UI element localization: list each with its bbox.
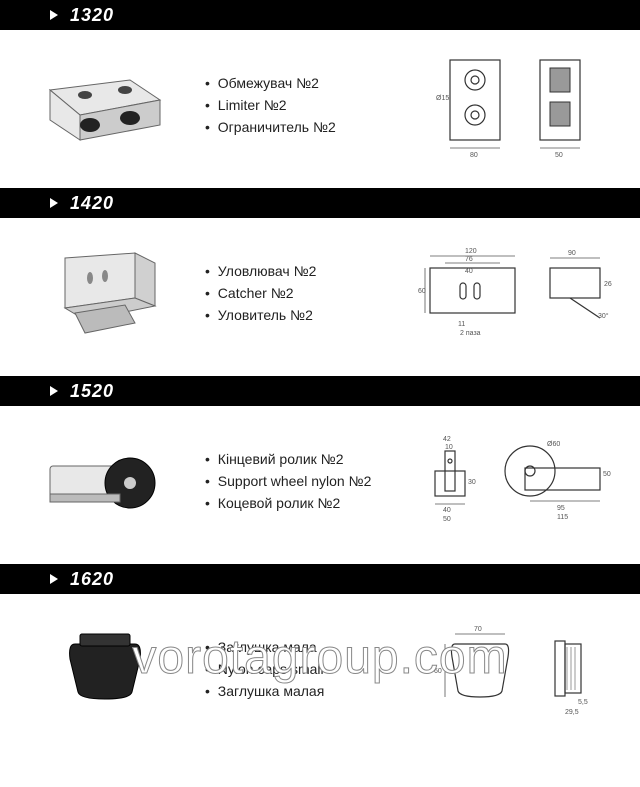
- product-image: [15, 609, 195, 729]
- section-1520: 1520 Кінцевий ролик №2 Support wheel nyl…: [0, 376, 640, 556]
- svg-text:10: 10: [445, 444, 453, 451]
- bullet: Catcher №2: [205, 285, 405, 301]
- svg-text:40: 40: [465, 268, 473, 275]
- bullet: Уловлювач №2: [205, 263, 405, 279]
- svg-text:90: 90: [568, 250, 576, 257]
- technical-diagram: 80 Ø15 50: [405, 45, 625, 165]
- svg-text:11: 11: [458, 321, 465, 328]
- svg-text:120: 120: [465, 248, 477, 255]
- svg-text:Ø15: Ø15: [436, 95, 449, 102]
- section-code: 1620: [70, 569, 114, 590]
- bullet-list: Уловлювач №2 Catcher №2 Уловитель №2: [195, 257, 405, 329]
- bullet-list: Заглушка мала Nylon caps small Заглушка …: [195, 633, 405, 705]
- bullet: Обмежувач №2: [205, 75, 405, 91]
- bullet: Заглушка малая: [205, 683, 405, 699]
- bullet: Коцевой ролик №2: [205, 495, 405, 511]
- svg-text:2 паза: 2 паза: [460, 330, 481, 337]
- svg-text:50: 50: [555, 152, 563, 159]
- svg-text:80: 80: [470, 152, 478, 159]
- product-image: [15, 45, 195, 165]
- arrow-icon: [50, 574, 58, 584]
- svg-text:60: 60: [434, 668, 442, 675]
- svg-text:76: 76: [465, 256, 473, 263]
- svg-text:40: 40: [443, 507, 451, 514]
- bullet-list: Обмежувач №2 Limiter №2 Ограничитель №2: [195, 69, 405, 141]
- bullet: Nylon caps small: [205, 661, 405, 677]
- section-code: 1320: [70, 5, 114, 26]
- arrow-icon: [50, 386, 58, 396]
- svg-text:30°: 30°: [598, 312, 609, 320]
- bullet: Заглушка мала: [205, 639, 405, 655]
- bullet: Ограничитель №2: [205, 119, 405, 135]
- svg-text:Ø60: Ø60: [547, 441, 560, 448]
- svg-text:50: 50: [603, 471, 611, 478]
- section-content: Кінцевий ролик №2 Support wheel nylon №2…: [0, 406, 640, 556]
- header-bar: 1320: [0, 0, 640, 30]
- svg-text:70: 70: [474, 626, 482, 633]
- arrow-icon: [50, 198, 58, 208]
- bullet: Уловитель №2: [205, 307, 405, 323]
- product-image: [15, 421, 195, 541]
- section-1420: 1420 Уловлювач №2 Catcher №2 Уловитель №…: [0, 188, 640, 368]
- technical-diagram: 70 60 5,5 29,5: [405, 609, 625, 729]
- svg-text:50: 50: [443, 516, 451, 523]
- technical-diagram: 120 76 40 60 11 2 паза 90 30° 26: [405, 233, 625, 353]
- svg-text:42: 42: [443, 436, 451, 443]
- header-bar: 1520: [0, 376, 640, 406]
- section-1320: 1320 Обмежувач №2 Limiter №2 Ограничител…: [0, 0, 640, 180]
- bullet: Support wheel nylon №2: [205, 473, 405, 489]
- product-image: [15, 233, 195, 353]
- svg-text:30: 30: [468, 479, 476, 486]
- bullet: Кінцевий ролик №2: [205, 451, 405, 467]
- bullet-list: Кінцевий ролик №2 Support wheel nylon №2…: [195, 445, 405, 517]
- section-1620: 1620 Заглушка мала Nylon caps small Загл…: [0, 564, 640, 744]
- section-content: Обмежувач №2 Limiter №2 Ограничитель №2 …: [0, 30, 640, 180]
- svg-text:5,5: 5,5: [578, 699, 588, 706]
- section-code: 1420: [70, 193, 114, 214]
- svg-text:115: 115: [557, 514, 568, 521]
- header-bar: 1420: [0, 188, 640, 218]
- section-code: 1520: [70, 381, 114, 402]
- svg-text:26: 26: [604, 281, 612, 288]
- arrow-icon: [50, 10, 58, 20]
- svg-text:95: 95: [557, 505, 565, 512]
- svg-text:29,5: 29,5: [565, 709, 579, 716]
- section-content: Уловлювач №2 Catcher №2 Уловитель №2 120…: [0, 218, 640, 368]
- header-bar: 1620: [0, 564, 640, 594]
- section-content: Заглушка мала Nylon caps small Заглушка …: [0, 594, 640, 744]
- bullet: Limiter №2: [205, 97, 405, 113]
- technical-diagram: 42 10 30 40 50 Ø60 50 95 115: [405, 421, 625, 541]
